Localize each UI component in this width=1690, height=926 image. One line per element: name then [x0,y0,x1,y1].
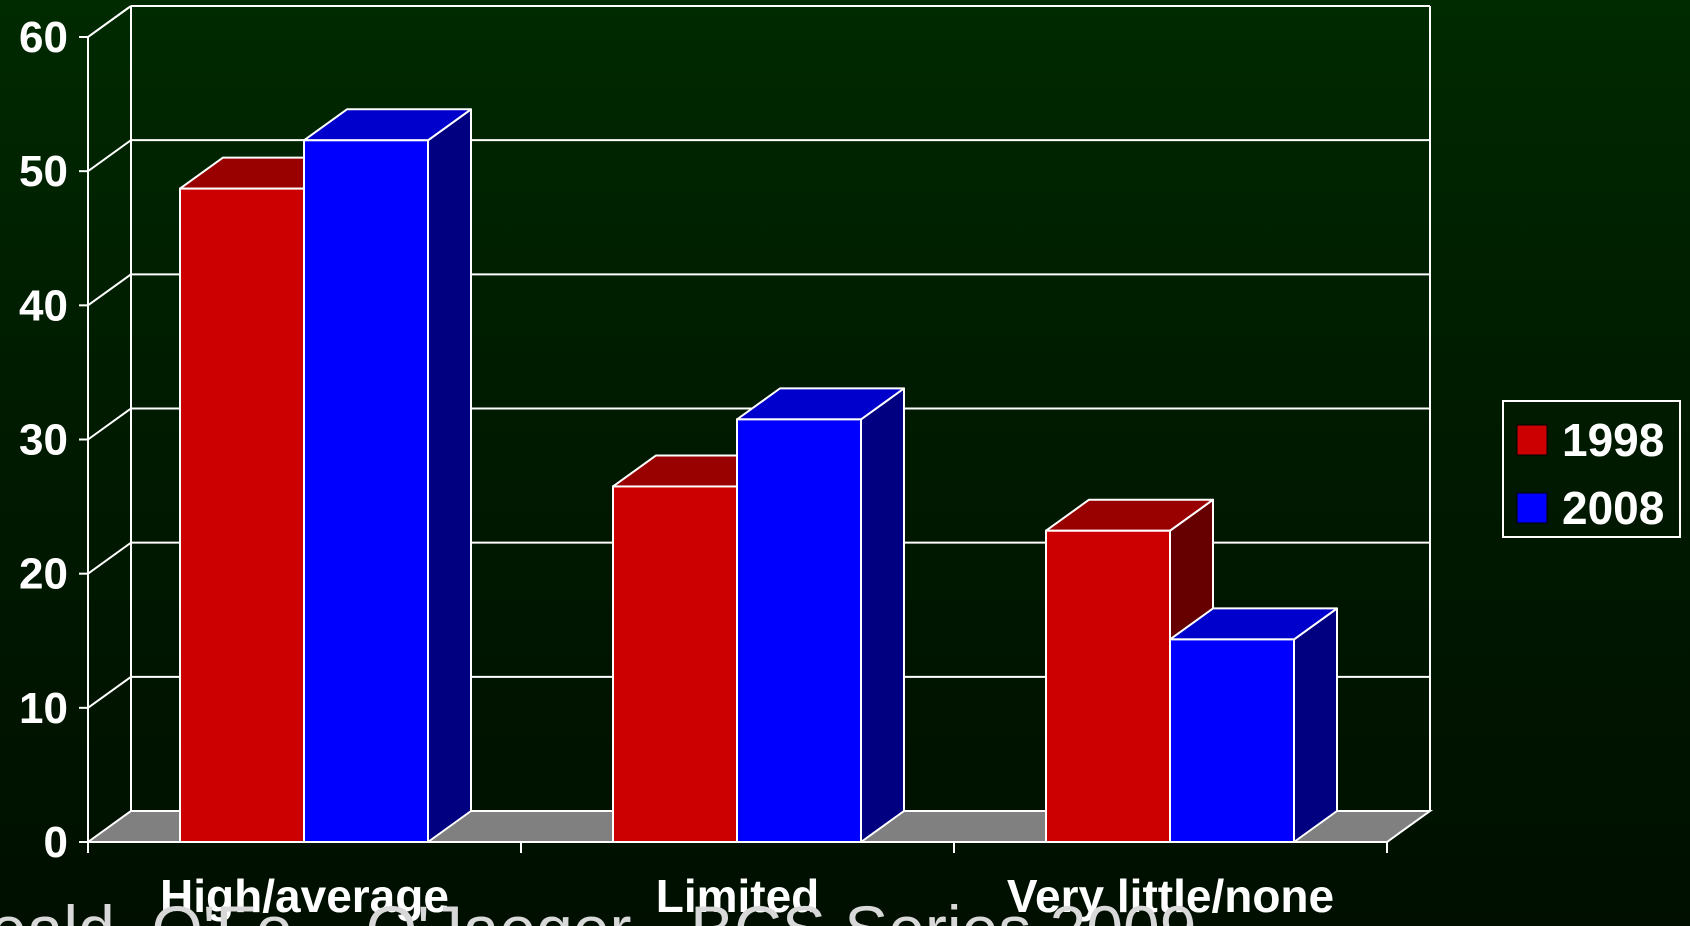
bar-front [736,418,862,843]
gridline-side [87,273,132,307]
bar-2008-Very little/none [1169,607,1338,843]
y-tick-label: 30 [19,416,68,465]
bar-front [303,139,429,843]
footer-text: eald, O'Fo... O'Jaeger - BCS Series 2009 [0,892,1196,926]
bar-front [1045,529,1171,843]
bar-side [1293,607,1338,843]
legend-label: 1998 [1562,414,1664,466]
legend-swatch [1516,424,1548,456]
gridline-side [87,541,132,575]
x-tick-label: High/average [160,870,449,922]
gridline-side [87,676,132,709]
gridline-side [87,407,132,441]
y-tick-label: 0 [44,818,68,867]
y-tick-label: 40 [19,281,68,330]
legend-box [1502,400,1681,538]
bar-side [427,108,472,843]
y-tick-label: 10 [19,684,68,733]
y-axis-top-edge [87,5,132,38]
y-axis: 0 10 20 30 40 50 60 [19,5,132,867]
legend-swatch [1516,492,1548,524]
bar-side [860,387,905,843]
x-tick-label: Very little/none [1007,870,1334,922]
gridline-side [87,139,132,172]
x-axis: High/average Limited Very little/none [87,841,1388,922]
bar-front [179,187,305,843]
y-tick-label: 20 [19,550,68,599]
bar-2008-High/average [303,108,472,843]
bar-front [1169,638,1295,843]
y-tick-label: 50 [19,147,68,196]
legend: 1998 2008 [1502,400,1681,538]
bar-2008-Limited [736,387,905,843]
y-tick-label: 60 [19,13,68,62]
bars [179,108,1338,843]
x-tick-label: Limited [656,870,820,922]
legend-label: 2008 [1562,482,1664,534]
bar-front [612,485,738,843]
